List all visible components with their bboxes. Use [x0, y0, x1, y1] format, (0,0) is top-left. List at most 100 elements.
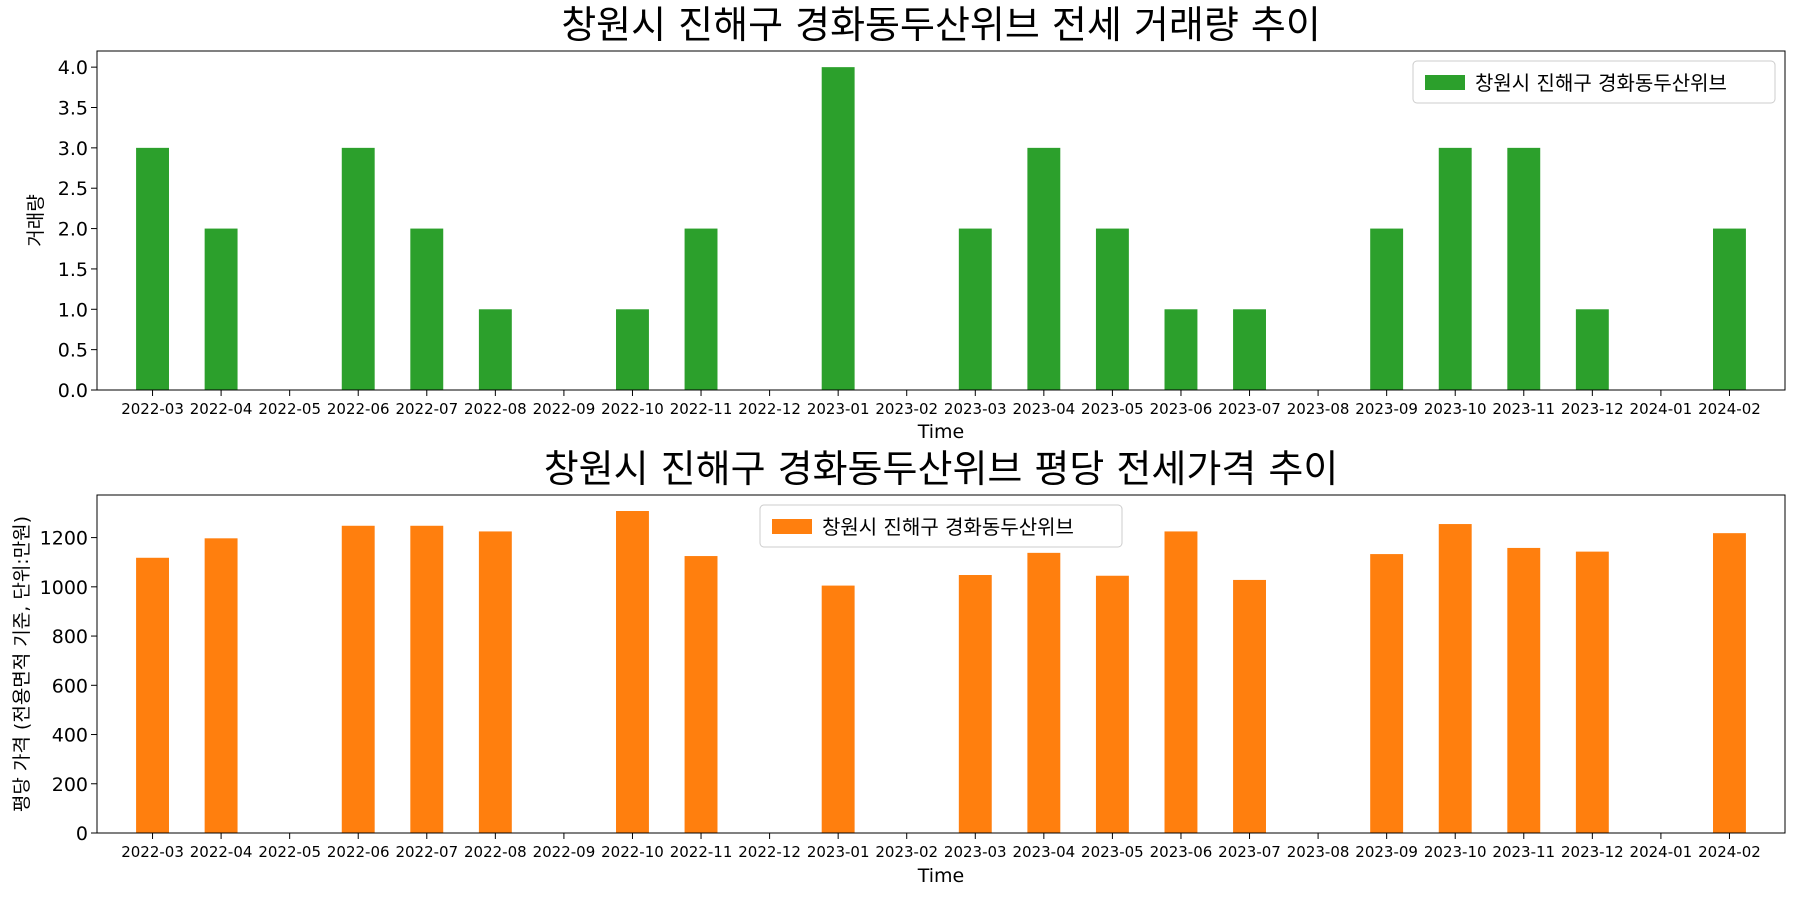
x-tick-label: 2022-05 [258, 843, 321, 861]
bar [204, 228, 238, 390]
y-tick-label: 1200 [40, 528, 88, 550]
x-tick-label: 2023-07 [1218, 400, 1281, 418]
x-tick-label: 2024-02 [1698, 400, 1761, 418]
legend: 창원시 진해구 경화동두산위브 [759, 504, 1123, 548]
bar [684, 556, 718, 833]
x-tick-label: 2022-08 [464, 843, 527, 861]
x-tick-label: 2022-10 [601, 400, 664, 418]
x-tick-label: 2023-10 [1424, 843, 1487, 861]
bar [1027, 552, 1061, 833]
bar [821, 67, 855, 391]
y-tick-label: 0.0 [58, 380, 88, 402]
bar [136, 147, 169, 390]
bar [1233, 579, 1266, 833]
x-tick-label: 2023-01 [807, 400, 870, 418]
legend-swatch [772, 519, 812, 534]
x-tick-label: 2022-03 [121, 400, 184, 418]
x-tick-label: 2022-06 [327, 400, 390, 418]
x-tick-label: 2022-04 [190, 843, 253, 861]
y-tick-label: 2.0 [58, 219, 88, 241]
bar [410, 228, 444, 390]
y-axis-label: 평당 가격 (전용면적 기준, 단위:만원) [11, 516, 33, 812]
x-tick-label: 2023-04 [1012, 400, 1075, 418]
legend-label: 창원시 진해구 경화동두산위브 [1475, 71, 1727, 95]
bar [958, 575, 992, 833]
x-tick-label: 2022-12 [738, 400, 801, 418]
x-tick-label: 2023-10 [1424, 400, 1487, 418]
x-tick-label: 2023-03 [944, 400, 1007, 418]
y-tick-label: 3.0 [58, 138, 88, 160]
y-tick-label: 800 [52, 626, 88, 648]
x-tick-label: 2023-04 [1012, 843, 1075, 861]
y-tick-label: 3.5 [58, 98, 88, 120]
bar [1164, 309, 1198, 390]
legend: 창원시 진해구 경화동두산위브 [1412, 60, 1776, 104]
bar [821, 585, 855, 833]
x-tick-label: 2024-02 [1698, 843, 1761, 861]
bar [1713, 533, 1746, 833]
x-tick-label: 2022-03 [121, 843, 184, 861]
bar [1438, 147, 1472, 390]
y-tick-label: 200 [52, 774, 88, 796]
bar [1095, 228, 1129, 390]
bar [478, 531, 512, 833]
x-tick-label: 2023-12 [1561, 843, 1624, 861]
y-tick-label: 1.0 [58, 299, 88, 321]
x-tick-label: 2023-05 [1081, 843, 1144, 861]
legend-box [759, 504, 1123, 548]
x-tick-label: 2023-06 [1150, 400, 1213, 418]
y-tick-label: 1.5 [58, 259, 88, 281]
x-tick-label: 2023-09 [1355, 400, 1418, 418]
x-tick-label: 2023-03 [944, 843, 1007, 861]
bar [616, 309, 649, 390]
bar [1370, 554, 1404, 833]
chart-2: 창원시 진해구 경화동두산위브 평당 전세가격 추이 0 200 400 600 800 1… [11, 447, 1786, 887]
bar [684, 228, 718, 390]
x-axis-label: Time [917, 865, 965, 887]
legend-swatch [1425, 75, 1465, 90]
y-axis-label: 거래량 [25, 194, 47, 246]
x-tick-label: 2024-01 [1630, 843, 1693, 861]
bar [341, 147, 375, 390]
x-tick-label: 2023-08 [1287, 843, 1350, 861]
bar [1233, 309, 1266, 390]
x-tick-label: 2023-02 [875, 400, 938, 418]
plot-frame [96, 494, 1786, 834]
x-tick-label: 2022-05 [258, 400, 321, 418]
legend-box [1412, 60, 1776, 104]
x-tick-label: 2022-07 [395, 400, 458, 418]
x-tick-label: 2022-09 [533, 400, 596, 418]
chart-1: 창원시 진해구 경화동두산위브 전세 거래량 추이 0.0 0.5 1.0 1.5 2.0… [25, 3, 1786, 443]
bar [1507, 147, 1541, 390]
x-tick-label: 2023-08 [1287, 400, 1350, 418]
bar [1575, 309, 1609, 390]
bar [1164, 531, 1198, 833]
x-tick-label: 2023-11 [1492, 400, 1555, 418]
bar [1438, 524, 1472, 833]
y-tick-label: 600 [52, 675, 88, 697]
x-tick-label: 2022-06 [327, 843, 390, 861]
x-tick-label: 2023-02 [875, 843, 938, 861]
x-tick-label: 2022-11 [670, 843, 733, 861]
x-tick-label: 2023-12 [1561, 400, 1624, 418]
plot-frame [96, 50, 1786, 391]
y-tick-label: 2.5 [58, 178, 88, 200]
bar [136, 557, 169, 833]
bar [341, 525, 375, 833]
x-tick-label: 2023-07 [1218, 843, 1281, 861]
bar [1095, 575, 1129, 833]
y-tick-label: 400 [52, 725, 88, 747]
bar [1027, 147, 1061, 390]
chart-title: 창원시 진해구 경화동두산위브 평당 전세가격 추이 [544, 447, 1339, 491]
x-tick-label: 2023-09 [1355, 843, 1418, 861]
x-tick-label: 2022-11 [670, 400, 733, 418]
bar [1507, 547, 1541, 833]
x-tick-label: 2023-06 [1150, 843, 1213, 861]
y-tick-label: 0.5 [58, 340, 88, 362]
x-tick-label: 2022-04 [190, 400, 253, 418]
x-tick-label: 2023-11 [1492, 843, 1555, 861]
bar [410, 525, 444, 833]
x-tick-label: 2022-07 [395, 843, 458, 861]
x-tick-label: 2022-10 [601, 843, 664, 861]
